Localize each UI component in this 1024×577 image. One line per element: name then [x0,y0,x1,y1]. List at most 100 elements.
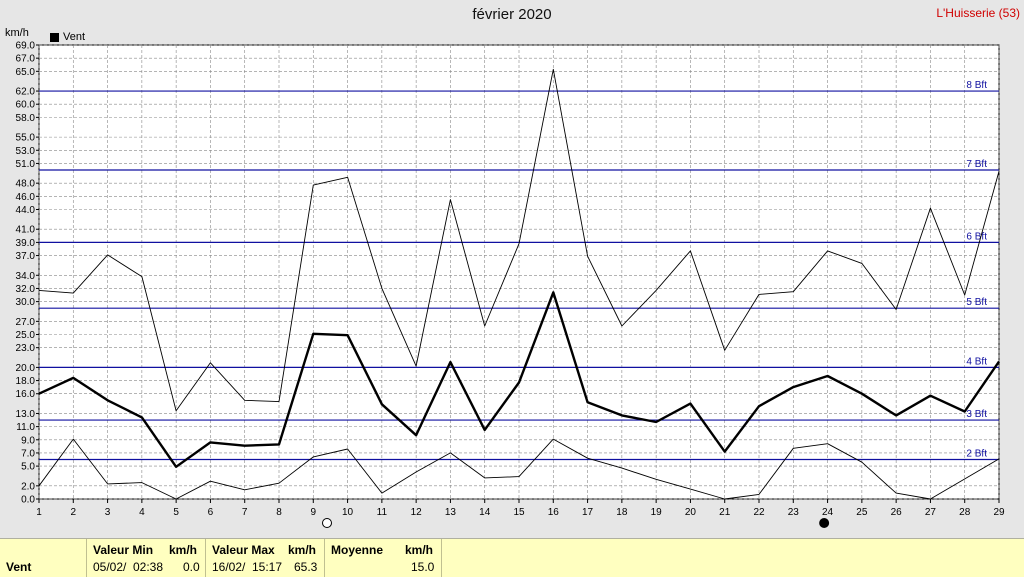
series-lines [38,68,1000,500]
y-axis-ticks: 0.0 2.0 5.0 7.0 9.0 11.0 13.0 16.0 18.0 20.0 23.0 2… [16,41,39,506]
legend: Vent [50,31,85,43]
y-tick-label: 13.0 [16,409,36,420]
stats-max-header: Valeur Max [212,543,275,557]
stats-mean-unit: km/h [405,543,434,557]
stats-max-value: 65.3 [294,560,318,574]
stats-mean-header: Moyenne [331,543,384,557]
x-tick-label: 24 [822,507,834,518]
series-line-mean [38,291,1000,468]
y-tick-label: 58.0 [16,113,36,124]
x-tick-label: 14 [479,507,491,518]
y-tick-label: 53.0 [16,146,36,157]
y-tick-label: 41.0 [16,225,36,236]
x-tick-label: 1 [36,507,42,518]
x-tick-label: 12 [411,507,423,518]
y-tick-label: 16.0 [16,389,36,400]
y-tick-label: 2.0 [21,481,35,492]
y-tick-label: 5.0 [21,462,35,473]
beaufort-label: 7 Bft [966,159,987,170]
stats-row-label: Vent [6,560,32,574]
beaufort-label: 4 Bft [966,356,987,367]
x-tick-label: 7 [242,507,248,518]
x-tick-label: 19 [651,507,663,518]
x-tick-label: 16 [548,507,560,518]
stats-row-label-cell: Vent [0,539,87,577]
x-tick-label: 25 [856,507,868,518]
y-tick-label: 37.0 [16,251,36,262]
y-tick-label: 55.0 [16,133,36,144]
y-tick-label: 0.0 [21,495,35,506]
legend-swatch [50,32,59,42]
stats-max-unit: km/h [288,543,317,557]
beaufort-label: 8 Bft [966,80,987,91]
y-tick-label: 46.0 [16,192,36,203]
wind-chart: 2 Bft 3 Bft 4 Bft 5 Bft 6 Bft 7 Bft 8 Bft 0.0 2… [16,41,1005,528]
series-line-min [38,438,1000,500]
stats-max-time: 15:17 [252,560,283,574]
stats-min-header: Valeur Min [93,543,154,557]
stats-max-date: 16/02/ [212,560,246,574]
beaufort-label: 2 Bft [966,449,987,460]
y-tick-label: 7.0 [21,448,35,459]
y-tick-label: 30.0 [16,297,36,308]
x-tick-label: 27 [925,507,937,518]
y-tick-label: 23.0 [16,343,36,354]
x-tick-label: 2 [71,507,77,518]
moon-phase-markers [322,518,830,528]
y-axis-label: km/h [5,27,29,39]
y-tick-label: 48.0 [16,179,36,190]
stats-mean-cell: Moyenne km/h 15.0 [325,539,442,577]
x-tick-label: 21 [719,507,731,518]
x-tick-label: 11 [377,507,388,518]
x-tick-label: 20 [685,507,697,518]
x-tick-label: 17 [582,507,594,518]
x-tick-label: 18 [616,507,628,518]
station-name: L'Huisserie (53) [936,6,1020,20]
legend-label: Vent [63,31,86,43]
x-tick-label: 22 [753,507,765,518]
y-tick-label: 34.0 [16,271,36,282]
stats-max-cell: Valeur Max km/h 16/02/ 15:17 65.3 [206,539,325,577]
x-tick-label: 4 [139,507,145,518]
x-tick-label: 6 [208,507,214,518]
y-tick-label: 27.0 [16,317,36,328]
x-tick-label: 8 [276,507,282,518]
y-tick-label: 11.0 [16,422,35,433]
stats-min-value: 0.0 [183,560,200,574]
stats-bar: Vent Valeur Min km/h 05/02/ 02:38 0.0 Va… [0,538,1024,577]
y-tick-label: 44.0 [16,205,36,216]
stats-min-unit: km/h [169,543,198,557]
full-moon-icon [322,518,332,528]
x-axis-ticks: 1 2 3 4 5 6 7 8 9 10 11 12 13 14 15 16 17 18 19 20 21 22 23 24 2… [36,499,1005,518]
beaufort-label: 5 Bft [966,297,987,308]
stats-min-date: 05/02/ [93,560,127,574]
y-tick-label: 32.0 [16,284,36,295]
x-tick-label: 23 [788,507,800,518]
x-tick-label: 29 [993,507,1005,518]
x-tick-label: 28 [959,507,971,518]
y-tick-label: 9.0 [21,435,35,446]
x-tick-label: 5 [173,507,179,518]
x-tick-label: 26 [891,507,903,518]
y-tick-label: 39.0 [16,238,36,249]
stats-mean-value: 15.0 [411,560,435,574]
beaufort-label: 3 Bft [966,409,987,420]
x-tick-label: 10 [342,507,354,518]
y-tick-label: 67.0 [16,54,36,65]
y-tick-label: 69.0 [16,41,36,52]
x-tick-label: 15 [513,507,525,518]
beaufort-label: 6 Bft [966,231,987,242]
y-tick-label: 51.0 [16,159,36,170]
y-tick-label: 18.0 [16,376,36,387]
new-moon-icon [819,518,830,528]
stats-min-time: 02:38 [133,560,164,574]
x-tick-label: 3 [105,507,111,518]
y-tick-label: 25.0 [16,330,36,341]
x-tick-label: 9 [311,507,317,518]
stats-min-cell: Valeur Min km/h 05/02/ 02:38 0.0 [87,539,206,577]
y-tick-label: 62.0 [16,87,36,98]
y-tick-label: 65.0 [16,67,36,78]
y-tick-label: 60.0 [16,100,36,111]
chart-title: février 2020 [472,6,552,23]
x-tick-label: 13 [445,507,457,518]
